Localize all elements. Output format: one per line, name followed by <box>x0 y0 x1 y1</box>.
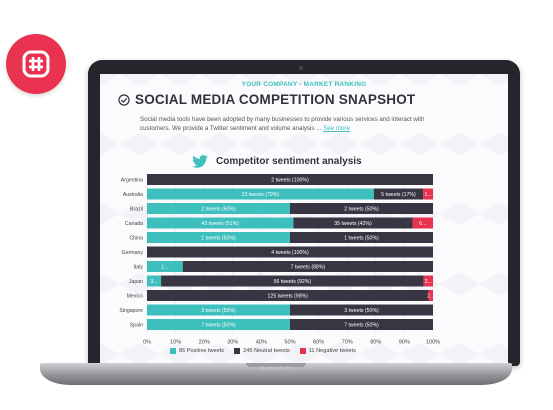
bar-segment-positive[interactable] <box>147 275 162 287</box>
data-label: 56 tweets (92%) <box>274 279 312 285</box>
legend-neutral[interactable]: 245 Neutral tweets <box>234 348 290 354</box>
bar-segment-positive[interactable] <box>147 232 290 243</box>
twitter-bird-icon <box>192 155 208 168</box>
bar-segment-neutral[interactable] <box>290 319 433 330</box>
x-tick-label: 70% <box>342 340 353 346</box>
x-tick-label: 0% <box>143 340 151 346</box>
bar-segment-positive[interactable] <box>147 304 290 316</box>
legend-label-negative: 11 Negative tweets <box>308 348 356 354</box>
bar-segment-negative[interactable] <box>423 188 433 200</box>
data-label: 35 tweets (42%) <box>334 221 372 227</box>
data-label: 1 tweets (50%) <box>344 236 379 242</box>
data-label: 125 tweets (98%) <box>268 294 309 300</box>
data-label: 7 tweets (88%) <box>291 265 326 271</box>
data-label: 1... <box>161 265 168 271</box>
category-label: Italy <box>133 265 143 271</box>
category-label: China <box>129 236 143 242</box>
category-label: Canada <box>125 221 143 227</box>
bar-segment-neutral[interactable] <box>293 217 413 229</box>
bar-segment-negative[interactable] <box>428 290 433 301</box>
title-row: SOCIAL MEDIA COMPETITION SNAPSHOT <box>118 92 415 107</box>
data-label: 2... <box>427 294 434 300</box>
bar-segment-positive[interactable] <box>147 203 290 214</box>
bar-segment-positive[interactable] <box>147 188 374 200</box>
data-label: 2 tweets (50%) <box>344 207 379 213</box>
laptop-screen: YOUR COMPANY - MARKET RANKING SOCIAL MED… <box>100 74 508 366</box>
x-tick-label: 20% <box>199 340 210 346</box>
category-label: Mexico <box>127 294 144 300</box>
description-text: Social media tools have been adopted by … <box>140 116 425 132</box>
bar-segment-neutral[interactable] <box>182 261 433 272</box>
hashtag-icon <box>22 50 50 78</box>
data-label: 2... <box>425 279 432 285</box>
bar-segment-positive[interactable] <box>147 319 290 330</box>
category-label: Singapore <box>119 308 143 314</box>
x-tick-label: 30% <box>227 340 238 346</box>
x-tick-label: 60% <box>313 340 324 346</box>
legend-swatch-neutral <box>234 348 241 354</box>
bar-segment-neutral[interactable] <box>147 174 433 185</box>
bar-segment-neutral[interactable] <box>290 203 433 214</box>
check-circle-icon <box>118 93 130 106</box>
data-label: 5 tweets (17%) <box>381 192 416 198</box>
bar-segment-neutral[interactable] <box>147 290 429 301</box>
report-description: Social media tools have been adopted by … <box>140 115 430 133</box>
bar-segment-neutral[interactable] <box>373 188 424 200</box>
section-title-row: Competitor sentiment analysis <box>192 155 362 168</box>
laptop-lid: YOUR COMPANY - MARKET RANKING SOCIAL MED… <box>88 60 520 366</box>
data-label: 23 tweets (79%) <box>242 192 280 198</box>
category-label: Brazil <box>130 207 143 213</box>
data-label: 3 tweets (50%) <box>344 308 379 314</box>
x-tick-label: 90% <box>399 340 410 346</box>
camera-dot <box>299 66 303 70</box>
laptop-base <box>40 363 512 385</box>
laptop-model-label: MacBook Pro <box>259 366 294 372</box>
data-label: 7 tweets (50%) <box>344 323 379 329</box>
x-tick-label: 10% <box>170 340 181 346</box>
legend-negative[interactable]: 11 Negative tweets <box>299 348 356 354</box>
data-label: 2 tweets (50%) <box>201 207 236 213</box>
chart-legend: 86 Positive tweets 245 Neutral tweets 11… <box>170 348 356 354</box>
bar-segment-negative[interactable] <box>412 217 433 229</box>
category-label: Spain <box>130 323 143 329</box>
data-label: 3 tweets (50%) <box>201 308 236 314</box>
report-eyebrow: YOUR COMPANY - MARKET RANKING <box>241 81 367 88</box>
x-tick-label: 80% <box>370 340 381 346</box>
legend-label-positive: 86 Positive tweets <box>179 348 225 354</box>
data-label: 4 tweets (100%) <box>271 250 309 256</box>
bar-segment-neutral[interactable] <box>290 232 433 243</box>
sentiment-chart: Argentina 2 tweets (100%) Australia 23 twee… <box>119 174 440 346</box>
bar-segment-positive[interactable] <box>147 261 183 272</box>
bar-segment-positive[interactable] <box>147 217 294 229</box>
laptop-notch <box>246 363 306 367</box>
data-label: 6... <box>419 221 426 227</box>
category-label: Australia <box>123 192 143 198</box>
data-label: 1 tweets (50%) <box>201 236 236 242</box>
x-tick-label: 50% <box>284 340 295 346</box>
section-title: Competitor sentiment analysis <box>216 156 362 167</box>
data-label: 2 tweets (100%) <box>271 178 309 184</box>
legend-swatch-negative <box>299 348 306 354</box>
data-label: 1... <box>424 192 431 198</box>
x-tick-label: 100% <box>426 340 440 346</box>
legend-label-neutral: 245 Neutral tweets <box>243 348 290 354</box>
bar-segment-negative[interactable] <box>423 275 433 287</box>
see-more-link[interactable]: See more <box>323 125 350 132</box>
data-label: 7 tweets (50%) <box>201 323 236 329</box>
bar-segment-neutral[interactable] <box>290 304 433 316</box>
page-title: SOCIAL MEDIA COMPETITION SNAPSHOT <box>135 92 416 107</box>
data-label: 43 tweets (51%) <box>201 221 239 227</box>
x-tick-label: 40% <box>256 340 267 346</box>
legend-positive[interactable]: 86 Positive tweets <box>170 348 224 354</box>
category-label: Germany <box>122 250 144 256</box>
bar-segment-neutral[interactable] <box>147 246 433 258</box>
category-label: Argentina <box>121 178 143 184</box>
bar-segment-neutral[interactable] <box>161 275 424 287</box>
hashtag-badge <box>6 34 66 94</box>
data-label: 3... <box>150 279 157 285</box>
legend-swatch-positive <box>170 348 176 354</box>
category-label: Japan <box>129 279 143 285</box>
